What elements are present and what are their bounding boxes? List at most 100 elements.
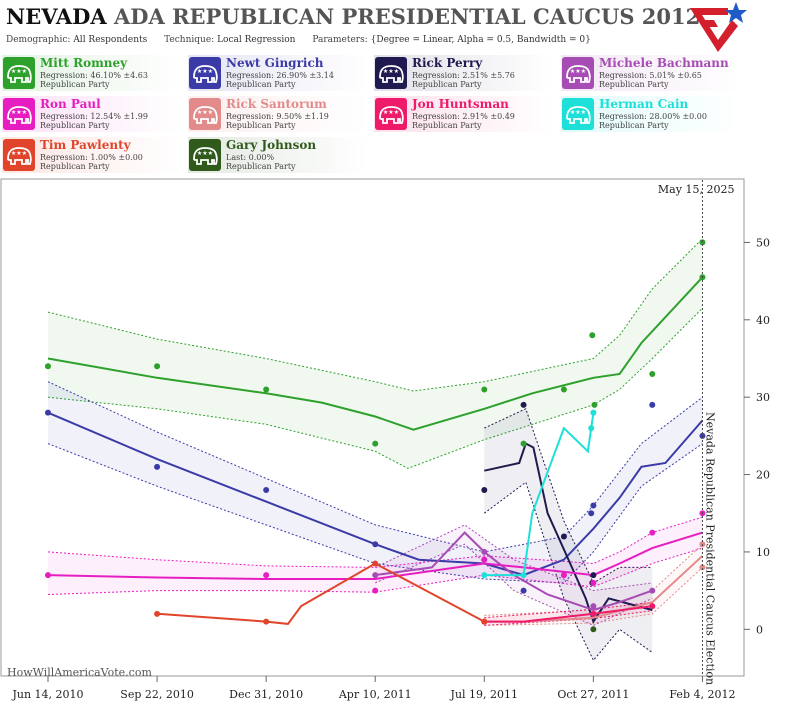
band-jon-huntsman <box>484 602 653 626</box>
elephant-icon: ★★★ <box>562 98 594 130</box>
legend-card-gary-johnson[interactable]: ★★★ Gary Johnson Last: 0.00% Republican Par… <box>188 137 368 173</box>
svg-text:★★★: ★★★ <box>197 109 213 116</box>
legend-card-jon-huntsman[interactable]: ★★★ Jon Huntsman Regression: 2.91% ±0.49 Re… <box>374 96 554 132</box>
candidate-party: Republican Party <box>599 121 669 130</box>
parameters-line: Demographic: All Respondents Technique: … <box>6 35 605 45</box>
band-upper-ron-paul <box>47 516 703 568</box>
election-label: Nevada Republican Presidential Caucus El… <box>703 412 716 685</box>
x-tick-label: Sep 22, 2010 <box>120 688 194 701</box>
candidate-name: Mitt Romney <box>40 56 128 70</box>
point-newt-gingrich <box>263 487 270 494</box>
point-mitt-romney <box>649 370 656 377</box>
point-herman-cain <box>590 409 597 416</box>
candidate-legend: ★★★ Mitt Romney Regression: 46.10% ±4.63 Re… <box>0 55 789 175</box>
candidate-party: Republican Party <box>412 121 482 130</box>
legend-card-ron-paul[interactable]: ★★★ Ron Paul Regression: 12.54% ±1.99 Repub… <box>2 96 182 132</box>
point-mitt-romney <box>591 401 598 408</box>
candidate-name: Rick Santorum <box>226 97 327 111</box>
candidate-stat: Regression: 1.00% ±0.00 <box>40 153 143 162</box>
candidate-stat: Regression: 2.91% ±0.49 <box>412 112 515 121</box>
candidate-party: Republican Party <box>226 80 296 89</box>
y-tick-label: 50 <box>756 236 770 249</box>
legend-card-tim-pawlenty[interactable]: ★★★ Tim Pawlenty Regression: 1.00% ±0.00 Re… <box>2 137 182 173</box>
site-logo[interactable] <box>688 0 752 52</box>
parameters-info: Parameters: {Degree = Linear, Alpha = 0.… <box>312 35 591 45</box>
candidate-name: Jon Huntsman <box>412 97 509 111</box>
point-tim-pawlenty <box>263 618 270 625</box>
y-tick-label: 20 <box>756 469 770 482</box>
point-jon-huntsman <box>649 603 656 610</box>
svg-text:★★★: ★★★ <box>11 109 27 116</box>
svg-text:★★★: ★★★ <box>197 68 213 75</box>
candidate-party: Republican Party <box>226 121 296 130</box>
point-mitt-romney <box>44 363 51 370</box>
technique-info: Technique: Local Regression <box>164 35 296 45</box>
band-ron-paul <box>48 517 703 595</box>
band-mitt-romney <box>48 238 703 469</box>
point-mitt-romney <box>699 239 706 246</box>
point-newt-gingrich <box>44 409 51 416</box>
x-tick-label: Feb 4, 2012 <box>669 688 735 701</box>
line-rick-perry <box>484 442 653 624</box>
series-points <box>44 239 706 633</box>
point-herman-cain <box>481 572 488 579</box>
point-newt-gingrich <box>154 463 161 470</box>
candidate-stat: Regression: 28.00% ±0.00 <box>599 112 707 121</box>
candidate-stat: Regression: 2.51% ±5.76 <box>412 71 515 80</box>
y-tick-label: 30 <box>756 391 770 404</box>
x-tick-label: Jun 14, 2010 <box>11 688 83 701</box>
svg-text:★★★: ★★★ <box>11 150 27 157</box>
svg-text:★★★: ★★★ <box>11 68 27 75</box>
watermark[interactable]: HowWillAmericaVote.com <box>7 666 152 679</box>
svg-text:★★★: ★★★ <box>570 109 586 116</box>
legend-card-rick-perry[interactable]: ★★★ Rick Perry Regression: 2.51% ±5.76 Repu… <box>374 55 554 91</box>
point-rick-santorum <box>699 564 706 571</box>
legend-card-herman-cain[interactable]: ★★★ Herman Cain Regression: 28.00% ±0.00 Re… <box>561 96 741 132</box>
elephant-icon: ★★★ <box>3 139 35 171</box>
elephant-icon: ★★★ <box>375 98 407 130</box>
line-tim-pawlenty <box>157 562 485 625</box>
point-michele-bachmann <box>590 603 597 610</box>
candidate-name: Tim Pawlenty <box>40 138 131 152</box>
elephant-icon: ★★★ <box>189 57 221 89</box>
point-mitt-romney <box>589 332 596 339</box>
point-rick-perry <box>590 572 597 579</box>
point-ron-paul <box>263 572 270 579</box>
elephant-icon: ★★★ <box>189 139 221 171</box>
band-upper-mitt-romney <box>47 238 703 392</box>
point-newt-gingrich <box>372 541 379 548</box>
candidate-stat: Regression: 26.90% ±3.14 <box>226 71 334 80</box>
point-newt-gingrich <box>590 502 597 509</box>
point-ron-paul <box>590 579 597 586</box>
point-jon-huntsman <box>590 610 597 617</box>
legend-card-michele-bachmann[interactable]: ★★★ Michele Bachmann Regression: 5.01% ±0.… <box>561 55 741 91</box>
candidate-stat: Regression: 46.10% ±4.63 <box>40 71 148 80</box>
legend-card-mitt-romney[interactable]: ★★★ Mitt Romney Regression: 46.10% ±4.63 Re… <box>2 55 182 91</box>
y-tick-label: 10 <box>756 546 770 559</box>
elephant-icon: ★★★ <box>3 98 35 130</box>
band-lower-mitt-romney <box>47 307 703 469</box>
point-mitt-romney <box>263 386 270 393</box>
band-lower-rick-perry <box>484 481 653 662</box>
svg-text:★★★: ★★★ <box>197 150 213 157</box>
candidate-stat: Regression: 12.54% ±1.99 <box>40 112 148 121</box>
point-herman-cain <box>588 425 595 432</box>
point-mitt-romney <box>481 386 488 393</box>
legend-card-rick-santorum[interactable]: ★★★ Rick Santorum Regression: 9.50% ±1.19 R… <box>188 96 368 132</box>
svg-text:★★★: ★★★ <box>383 109 399 116</box>
line-mitt-romney <box>47 276 704 431</box>
point-mitt-romney <box>154 363 161 370</box>
candidate-name: Rick Perry <box>412 56 483 70</box>
x-tick-label: Dec 31, 2010 <box>229 688 303 701</box>
y-tick-label: 0 <box>756 623 763 636</box>
candidate-stat: Regression: 5.01% ±0.65 <box>599 71 702 80</box>
point-tim-pawlenty <box>372 560 379 567</box>
point-mitt-romney <box>372 440 379 447</box>
page-title: NEVADA ADA REPUBLICAN PRESIDENTIAL CAUCU… <box>6 4 700 29</box>
point-newt-gingrich <box>699 432 706 439</box>
legend-card-newt-gingrich[interactable]: ★★★ Newt Gingrich Regression: 26.90% ±3.14… <box>188 55 368 91</box>
point-michele-bachmann <box>649 587 656 594</box>
point-newt-gingrich <box>588 510 595 517</box>
point-gary-johnson <box>590 626 597 633</box>
point-ron-paul <box>481 556 488 563</box>
